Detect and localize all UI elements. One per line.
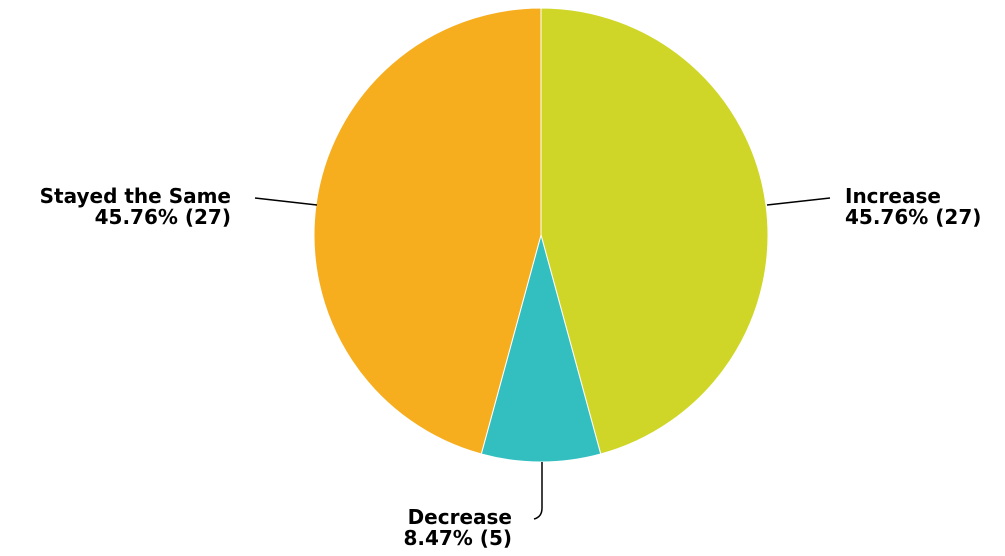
slice-label-value: 45.76% (27) — [845, 205, 981, 229]
slice-label-stayed-the-same: Stayed the Same 45.76% (27) — [40, 184, 231, 229]
pie-slice-increase — [540, 7, 769, 455]
leader-line-increase — [766, 197, 831, 206]
pie-slice-decrease — [480, 233, 602, 463]
slice-label-value: 45.76% (27) — [95, 205, 231, 229]
slice-label-increase: Increase 45.76% (27) — [845, 184, 981, 229]
slice-label-decrease: Decrease 8.47% (5) — [403, 505, 512, 550]
slice-label-value: 8.47% (5) — [403, 526, 512, 550]
leader-line-decrease — [533, 462, 543, 520]
slice-label-name: Increase — [845, 184, 941, 208]
slice-label-name: Decrease — [408, 505, 512, 529]
pie-slices — [313, 7, 769, 463]
slice-labels: Increase 45.76% (27)Decrease 8.47% (5)Stay… — [40, 184, 982, 550]
slice-label-name: Stayed the Same — [40, 184, 231, 208]
label-leader-lines — [254, 197, 831, 520]
leader-line-stayed-the-same — [254, 197, 318, 206]
